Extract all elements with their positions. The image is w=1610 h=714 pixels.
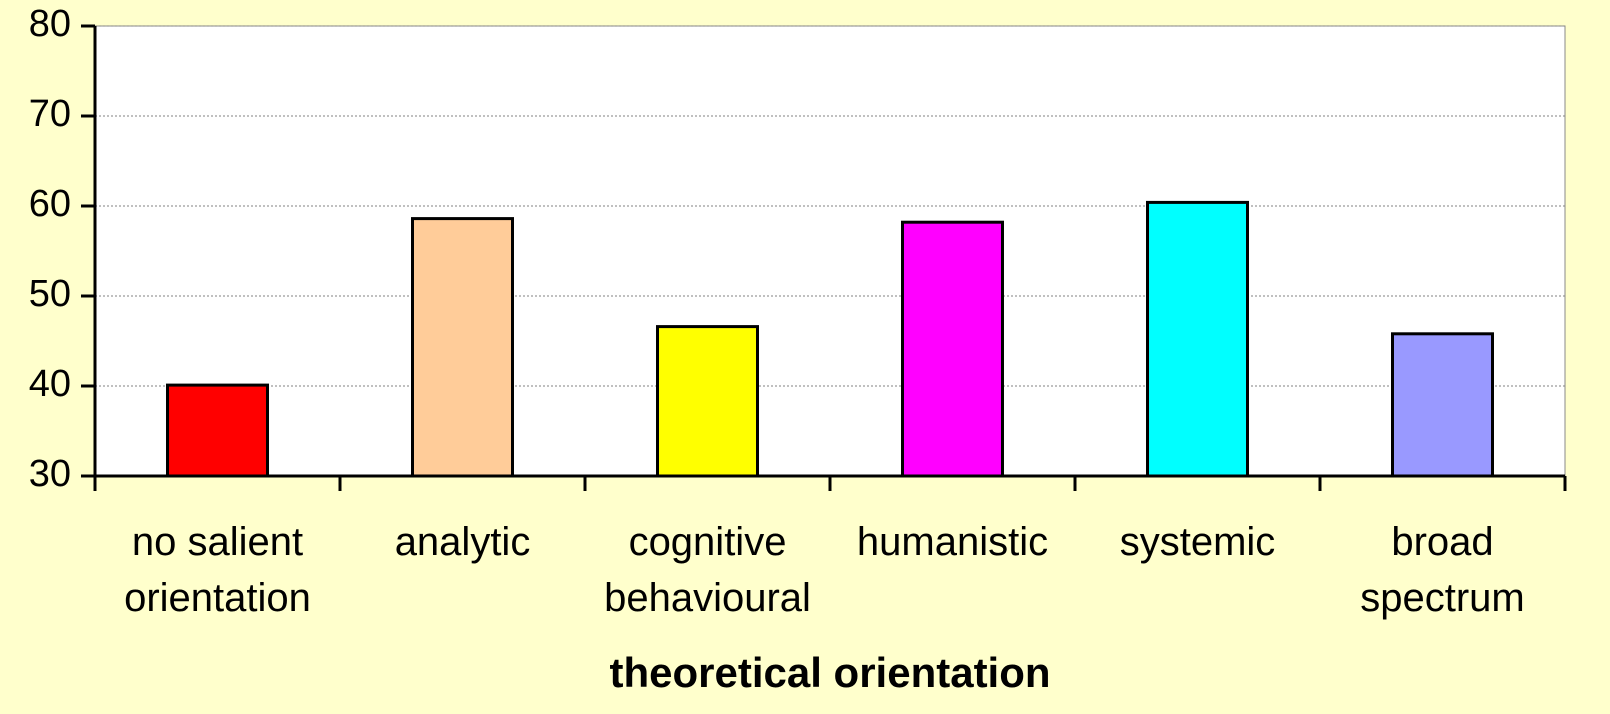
bar bbox=[1391, 332, 1494, 478]
bar bbox=[1146, 200, 1249, 478]
x-tick-label: cognitive behavioural bbox=[604, 520, 811, 620]
plot-area bbox=[94, 25, 1566, 477]
bar bbox=[656, 325, 759, 478]
y-tick-label: 30 bbox=[29, 453, 71, 495]
y-tick-label: 50 bbox=[29, 273, 71, 315]
x-tick-label: no salient orientation bbox=[124, 520, 311, 620]
x-tick-label: broad spectrum bbox=[1360, 520, 1525, 620]
bar bbox=[901, 220, 1004, 478]
y-tick-label: 40 bbox=[29, 363, 71, 405]
x-tick-label: systemic bbox=[1119, 520, 1276, 564]
y-tick-label: 70 bbox=[29, 93, 71, 135]
bar bbox=[411, 217, 514, 478]
x-axis-title: theoretical orientation bbox=[609, 649, 1050, 696]
x-tick-label: humanistic bbox=[856, 520, 1049, 564]
y-tick-label: 80 bbox=[29, 3, 71, 45]
x-tick-label: analytic bbox=[394, 520, 531, 564]
bar bbox=[166, 383, 269, 478]
y-tick-label: 60 bbox=[29, 183, 71, 225]
